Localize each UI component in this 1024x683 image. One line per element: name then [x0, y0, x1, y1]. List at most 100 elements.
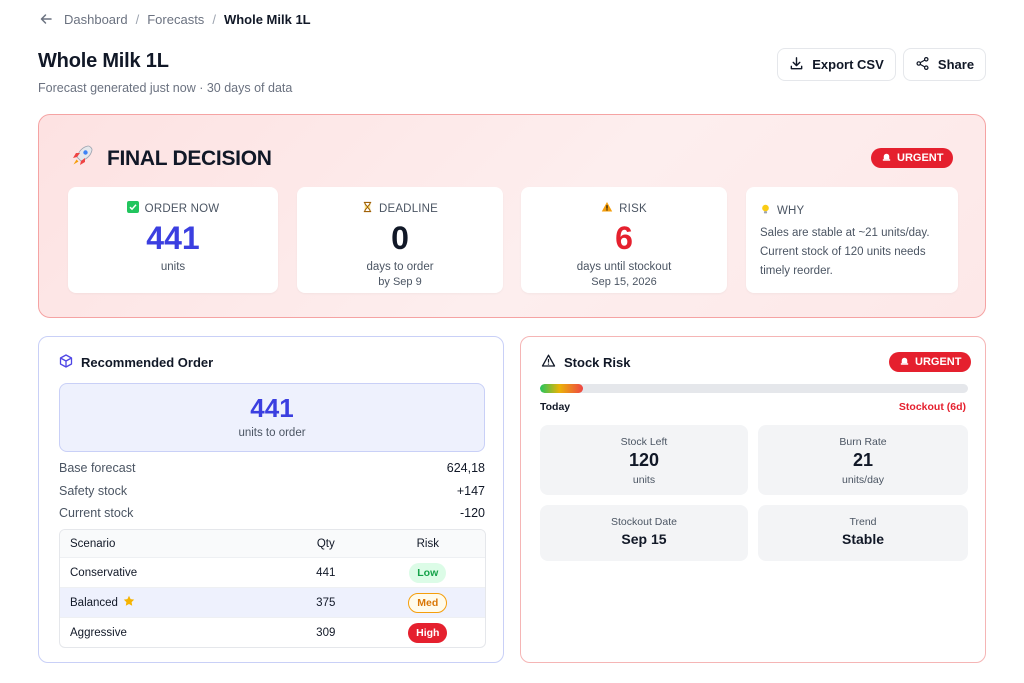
share-icon — [915, 56, 930, 74]
stockout-progress-bar — [540, 384, 968, 393]
lightbulb-icon — [760, 203, 771, 218]
siren-icon — [881, 151, 892, 165]
urgent-badge-label: URGENT — [915, 356, 962, 368]
scenario-name: Conservative — [70, 566, 138, 579]
burn-rate-unit: units/day — [841, 473, 885, 486]
current-stock-label: Current stock — [59, 506, 134, 520]
scenario-row-conservative[interactable]: Conservative 441 Low — [60, 557, 485, 587]
safety-stock-value: +147 — [456, 484, 485, 498]
burn-rate-label: Burn Rate — [839, 436, 887, 448]
scenario-row-balanced[interactable]: Balanced 375 Med — [60, 587, 485, 617]
rocket-icon — [69, 143, 95, 174]
recommended-order-title: Recommended Order — [81, 355, 214, 370]
scenario-qty: 375 — [316, 596, 336, 609]
siren-icon — [899, 355, 910, 369]
base-forecast-label: Base forecast — [59, 461, 136, 475]
stock-left-tile: Stock Left 120 units — [540, 425, 748, 495]
stock-risk-card: Stock Risk URGENT Today Stockout (6d) St… — [520, 336, 986, 663]
scenario-qty: 441 — [316, 566, 336, 579]
urgent-badge-label: URGENT — [897, 152, 944, 164]
stock-left-label: Stock Left — [620, 436, 668, 448]
scenario-row-aggressive[interactable]: Aggressive 309 High — [60, 617, 485, 647]
scenario-table: Scenario Qty Risk Conservative 441 Low B… — [59, 529, 486, 648]
risk-value: 6 — [615, 220, 633, 256]
stockout-date-label: Stockout Date — [611, 516, 677, 528]
why-label: WHY — [777, 204, 805, 217]
breadcrumb-current: Whole Milk 1L — [223, 11, 311, 27]
urgent-badge: URGENT — [889, 352, 972, 372]
export-csv-label: Export CSV — [812, 57, 884, 72]
deadline-unit: days to order — [366, 261, 434, 273]
scenario-name: Balanced — [70, 596, 118, 609]
page-subtitle: Forecast generated just now · 30 days of… — [38, 81, 293, 95]
deadline-date: by Sep 9 — [378, 276, 422, 288]
download-icon — [789, 56, 804, 74]
column-header-risk: Risk — [416, 537, 439, 550]
recommended-order-card: Recommended Order 441 units to order Bas… — [38, 336, 504, 663]
risk-card: RISK 6 days until stockout Sep 15, 2026 — [521, 187, 727, 293]
order-now-unit: units — [160, 261, 186, 273]
scenario-qty: 309 — [316, 626, 336, 639]
deadline-card: DEADLINE 0 days to order by Sep 9 — [297, 187, 503, 293]
cube-icon — [59, 354, 73, 371]
breadcrumb: Dashboard / Forecasts / Whole Milk 1L — [38, 10, 311, 28]
bar-stockout-label: Stockout (6d) — [898, 401, 966, 413]
bar-today-label: Today — [540, 401, 571, 413]
stockout-date-value: Sep 15 — [621, 531, 667, 547]
safety-stock-label: Safety stock — [59, 484, 128, 498]
trend-label: Trend — [849, 516, 877, 528]
why-text: Sales are stable at ~21 units/day. Curre… — [760, 227, 930, 277]
deadline-label: DEADLINE — [378, 202, 439, 215]
risk-unit: days until stockout — [576, 261, 672, 273]
order-quantity-unit: units to order — [238, 427, 306, 439]
deadline-value: 0 — [391, 220, 409, 256]
stockout-date-tile: Stockout Date Sep 15 — [540, 505, 748, 561]
risk-pill-low: Low — [409, 562, 447, 583]
stockout-progress-fill — [540, 384, 583, 393]
order-now-value: 441 — [146, 220, 200, 256]
trend-tile: Trend Stable — [758, 505, 968, 561]
risk-label: RISK — [619, 202, 647, 215]
stock-left-unit: units — [632, 473, 656, 486]
urgent-badge: URGENT — [871, 148, 954, 168]
stock-risk-title: Stock Risk — [564, 355, 631, 370]
warning-icon — [601, 201, 613, 216]
why-card: WHY Sales are stable at ~21 units/day. C… — [746, 187, 958, 293]
base-forecast-value: 624,18 — [446, 461, 485, 475]
risk-pill-med: Med — [408, 592, 448, 613]
order-quantity-box: 441 units to order — [59, 383, 485, 452]
current-stock-value: -120 — [459, 506, 485, 520]
final-decision-title: FINAL DECISION — [107, 146, 272, 170]
breadcrumb-separator: / — [212, 11, 216, 27]
order-quantity-value: 441 — [250, 393, 294, 423]
arrow-left-icon[interactable] — [38, 11, 54, 27]
trend-value: Stable — [841, 531, 884, 547]
hourglass-icon — [362, 201, 373, 216]
breadcrumb-dashboard[interactable]: Dashboard — [64, 11, 128, 27]
scenario-name: Aggressive — [70, 626, 127, 639]
checkbox-icon — [126, 201, 139, 216]
column-header-scenario: Scenario — [70, 537, 116, 550]
alert-triangle-icon — [541, 354, 556, 371]
base-forecast-row: Base forecast 624,18 — [59, 461, 485, 475]
risk-pill-high: High — [408, 622, 448, 643]
risk-date: Sep 15, 2026 — [591, 276, 657, 288]
stock-left-value: 120 — [628, 450, 660, 470]
scenario-table-header: Scenario Qty Risk — [60, 530, 485, 557]
page-title: Whole Milk 1L — [38, 50, 169, 72]
share-label: Share — [937, 57, 975, 72]
current-stock-row: Current stock -120 — [59, 506, 485, 520]
star-icon — [123, 595, 135, 610]
order-now-card: ORDER NOW 441 units — [68, 187, 278, 293]
breadcrumb-separator: / — [135, 11, 140, 27]
column-header-qty: Qty — [316, 537, 335, 550]
final-decision-header: FINAL DECISION — [69, 143, 272, 174]
burn-rate-value: 21 — [852, 450, 874, 470]
final-decision-panel: FINAL DECISION URGENT ORDER NOW 441 unit… — [38, 114, 986, 318]
share-button[interactable]: Share — [903, 48, 986, 81]
safety-stock-row: Safety stock +147 — [59, 484, 485, 498]
order-now-label: ORDER NOW — [144, 202, 220, 215]
breadcrumb-forecasts[interactable]: Forecasts — [147, 11, 205, 27]
burn-rate-tile: Burn Rate 21 units/day — [758, 425, 968, 495]
export-csv-button[interactable]: Export CSV — [777, 48, 896, 81]
